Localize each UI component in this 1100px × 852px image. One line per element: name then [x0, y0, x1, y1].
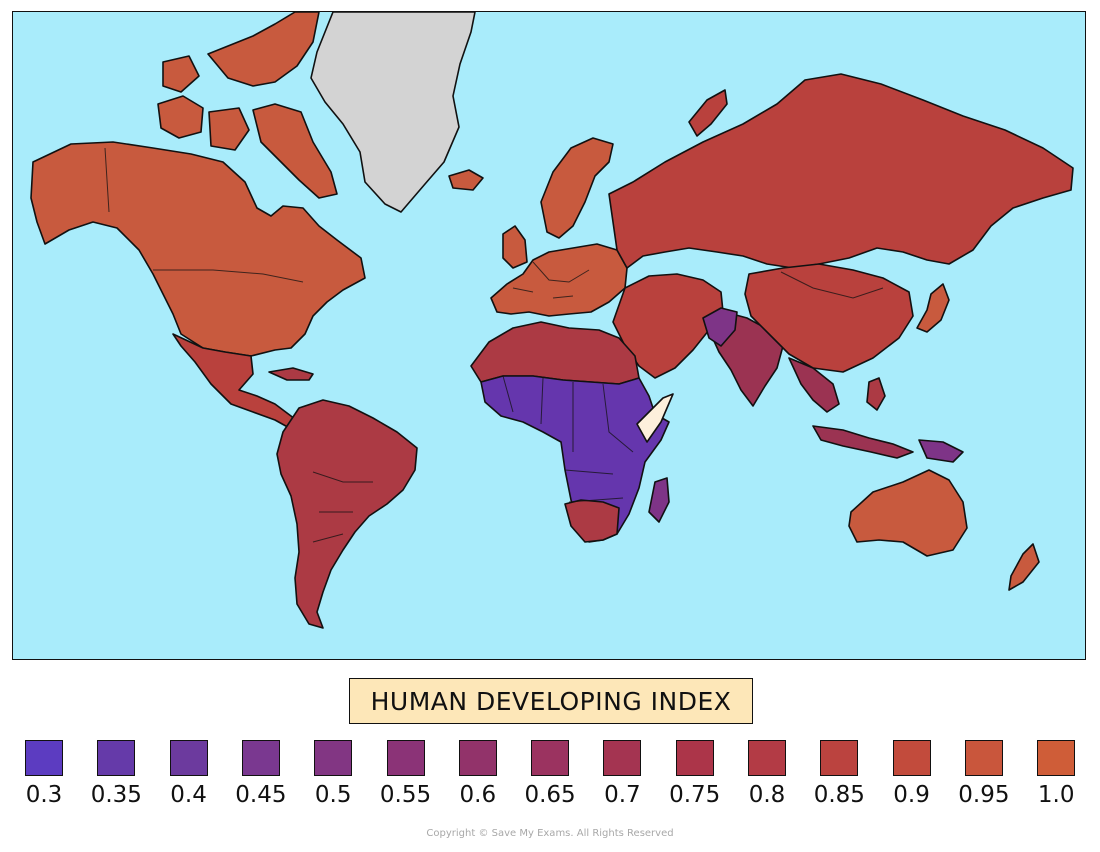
- legend-swatch: [314, 740, 353, 776]
- legend-item: 0.3: [8, 740, 80, 808]
- southeast-asia: [788, 357, 840, 413]
- legend-label: 0.9: [893, 782, 930, 808]
- legend-swatch: [603, 740, 642, 776]
- legend-label: 0.7: [604, 782, 641, 808]
- legend-item: 0.6: [442, 740, 514, 808]
- legend-item: 0.65: [514, 740, 586, 808]
- europe-borders: [512, 261, 590, 299]
- legend-swatch: [25, 740, 63, 776]
- legend-label: 0.65: [524, 782, 576, 808]
- afghanistan-pakistan: [702, 307, 738, 347]
- arctic-island-west: [157, 95, 204, 139]
- china: [744, 263, 914, 373]
- novaya-zemlya: [688, 89, 728, 137]
- legend-label: 0.6: [459, 782, 497, 808]
- legend-label: 0.8: [748, 782, 786, 808]
- legend-item: 0.9: [876, 740, 948, 808]
- legend-label: 1.0: [1037, 782, 1075, 808]
- legend-swatch: [1037, 740, 1076, 776]
- legend-item: 0.55: [370, 740, 442, 808]
- legend-label: 0.5: [314, 782, 352, 808]
- legend-scale: 0.3 0.35 0.4 0.45 0.5 0.55 0.6 0.65 0.7 0.75 0.8 0.…: [0, 740, 1100, 820]
- legend-swatch: [820, 740, 859, 776]
- arctic-island-north: [162, 55, 200, 93]
- copyright-notice: Copyright © Save My Exams. All Rights Re…: [426, 828, 674, 839]
- legend-item: 0.5: [297, 740, 369, 808]
- indonesia: [812, 425, 914, 459]
- legend-item: 1.0: [1020, 740, 1092, 808]
- iceland: [448, 169, 484, 191]
- legend-item: 0.85: [803, 740, 875, 808]
- legend-label: 0.3: [25, 782, 63, 808]
- australia: [848, 469, 968, 557]
- legend-swatch: [964, 740, 1003, 776]
- alaska-border: [104, 147, 110, 213]
- legend-swatch: [169, 740, 208, 776]
- legend-label: 0.4: [170, 782, 207, 808]
- legend-item: 0.8: [731, 740, 803, 808]
- scandinavia: [540, 137, 614, 239]
- legend-label: 0.95: [958, 782, 1010, 808]
- cuba: [268, 367, 314, 381]
- legend-swatch: [458, 740, 497, 776]
- legend-swatch: [386, 740, 425, 776]
- legend-item: 0.4: [153, 740, 225, 808]
- europe: [490, 243, 628, 317]
- legend-swatch: [97, 740, 136, 776]
- canada-usa-border: [153, 269, 304, 283]
- legend-swatch: [892, 740, 931, 776]
- baffin-island: [252, 103, 338, 199]
- greenland: [310, 12, 476, 213]
- madagascar: [648, 477, 670, 523]
- arctic-islands: [207, 12, 320, 87]
- legend-item: 0.45: [225, 740, 297, 808]
- legend-item: 0.35: [80, 740, 152, 808]
- south-america: [276, 399, 418, 629]
- new-zealand: [1008, 543, 1040, 591]
- legend-swatch: [241, 740, 280, 776]
- russia: [608, 73, 1074, 269]
- south-america-borders: [312, 471, 373, 543]
- legend-swatch: [748, 740, 786, 776]
- legend-item: 0.75: [659, 740, 731, 808]
- north-africa: [470, 321, 640, 385]
- horn-of-africa: [636, 393, 674, 443]
- southern-africa: [564, 499, 620, 543]
- legend-label: 0.85: [813, 782, 865, 808]
- africa-borders: [502, 375, 634, 503]
- legend-item: 0.95: [948, 740, 1020, 808]
- legend-swatch: [675, 740, 714, 776]
- sub-saharan-africa: [480, 375, 670, 543]
- philippines: [866, 377, 886, 411]
- mongolia-border: [780, 271, 884, 299]
- legend-item: 0.7: [586, 740, 658, 808]
- arctic-island-mid: [208, 107, 250, 151]
- legend-label: 0.55: [379, 782, 432, 808]
- legend-label: 0.35: [90, 782, 142, 808]
- world-map: [12, 11, 1086, 660]
- north-america: [30, 141, 366, 357]
- legend-label: 0.45: [235, 782, 287, 808]
- world-map-svg: [30, 12, 1074, 629]
- japan: [916, 283, 950, 333]
- new-guinea: [918, 439, 964, 463]
- legend-title: HUMAN DEVELOPING INDEX: [349, 678, 753, 724]
- legend-label: 0.75: [669, 782, 721, 808]
- legend-swatch: [531, 740, 570, 776]
- british-isles: [502, 225, 528, 269]
